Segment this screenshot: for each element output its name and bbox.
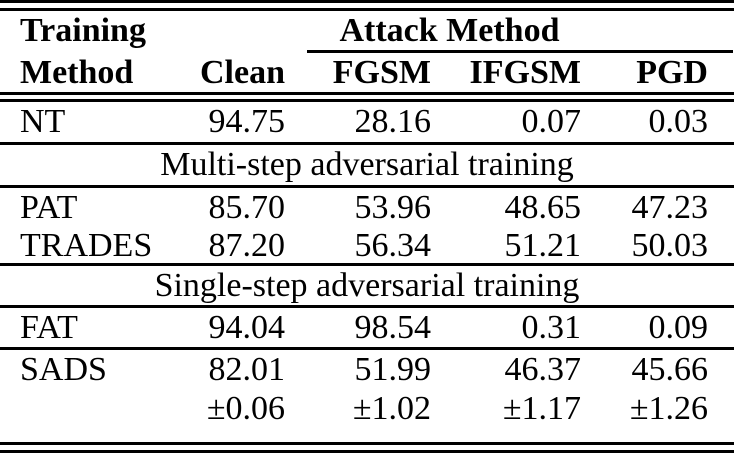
cell-sads-clean: 82.01 [208,350,286,388]
cell-nt-pgd: 0.03 [648,103,709,140]
cell-sads-std-fgsm: ±1.02 [352,390,431,427]
row-method-label: TRADES [20,226,153,264]
table-top-double-rule [0,0,734,11]
header-attack-method: Attack Method [339,11,560,49]
row-method-label: PAT [20,189,78,226]
divider-rule [0,263,734,266]
cell-fat-pgd: 0.09 [648,308,709,346]
header-bottom-double-rule [0,92,734,102]
cell-pat-clean: 85.70 [208,189,286,226]
cell-pat-pgd: 47.23 [631,189,709,226]
header-row-1: Training Attack Method [0,11,734,50]
row-method-label: NT [20,103,66,140]
table-row-sads: SADS 82.01 51.99 46.37 45.66 [0,350,734,389]
table-row-fat: FAT 94.04 98.54 0.31 0.09 [0,308,734,347]
cell-fat-clean: 94.04 [208,308,286,346]
cell-trades-ifgsm: 51.21 [504,226,582,264]
cell-sads-pgd: 45.66 [631,350,709,388]
table-row-sads-std: ±0.06 ±1.02 ±1.17 ±1.26 [0,389,734,429]
cell-trades-pgd: 50.03 [631,226,709,264]
cell-pat-ifgsm: 48.65 [504,189,582,226]
header-training: Training [20,11,146,49]
section-row-multi-step: Multi-step adversarial training [0,145,734,185]
cell-sads-std-clean: ±0.06 [206,390,285,427]
cell-sads-std-ifgsm: ±1.17 [502,390,581,427]
header-method: Method [20,53,134,91]
bottom-spacer [0,429,734,442]
attack-method-partial-rule [307,50,733,53]
header-ifgsm: IFGSM [469,53,581,91]
divider-rule [0,185,734,188]
section-label-single-step: Single-step adversarial training [154,266,580,304]
row-method-label: SADS [20,350,107,388]
header-fgsm: FGSM [332,53,431,91]
cell-nt-clean: 94.75 [208,103,286,140]
table-row-nt: NT 94.75 28.16 0.07 0.03 [0,102,734,142]
divider-rule [0,347,734,350]
divider-rule [0,305,734,308]
cell-sads-std-pgd: ±1.26 [629,390,708,427]
row-method-label: FAT [20,308,78,346]
table-row-pat: PAT 85.70 53.96 48.65 47.23 [0,188,734,228]
header-row-2: Method Clean FGSM IFGSM PGD [0,53,734,92]
cell-trades-fgsm: 56.34 [354,226,432,264]
header-pgd: PGD [636,53,708,91]
cell-fat-fgsm: 98.54 [354,308,432,346]
cell-sads-ifgsm: 46.37 [504,350,582,388]
table-bottom-double-rule [0,442,734,453]
table-row-trades: TRADES 87.20 56.34 51.21 50.03 [0,228,734,263]
header-clean: Clean [200,53,285,91]
section-label-multi-step: Multi-step adversarial training [160,146,574,183]
cell-nt-ifgsm: 0.07 [521,103,582,140]
cell-fat-ifgsm: 0.31 [521,308,582,346]
section-row-single-step: Single-step adversarial training [0,266,734,305]
cell-sads-fgsm: 51.99 [354,350,432,388]
divider-rule [0,142,734,145]
cell-pat-fgsm: 53.96 [354,189,432,226]
cell-trades-clean: 87.20 [208,226,286,264]
cell-nt-fgsm: 28.16 [354,103,432,140]
